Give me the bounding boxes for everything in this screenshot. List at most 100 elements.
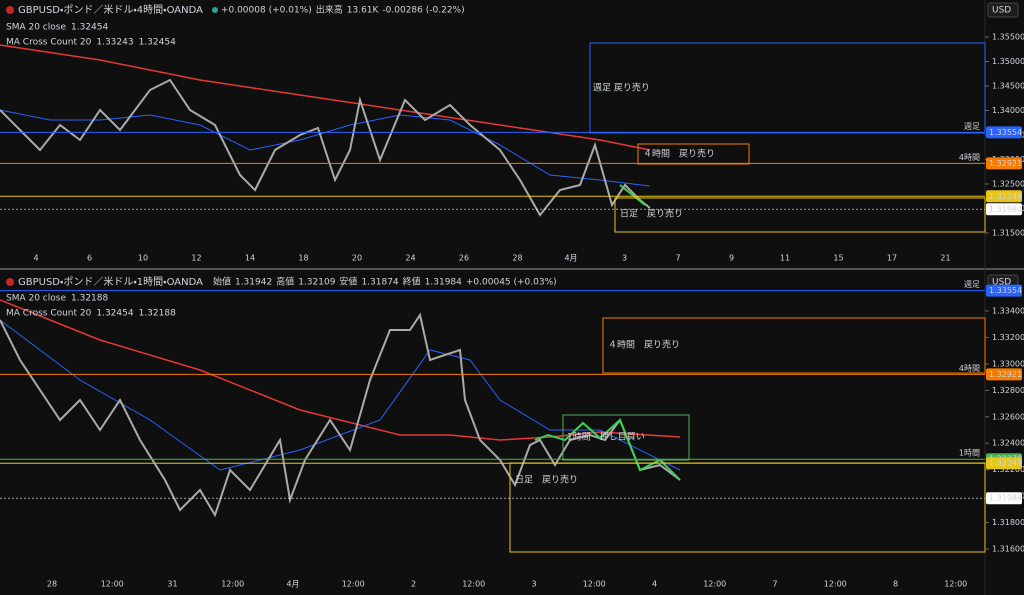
indicator-value: 1.32188 [71, 294, 108, 304]
y-tick-label: 1.31600 [992, 545, 1024, 554]
y-tick-label: 1.33400 [992, 307, 1024, 316]
price-tag [986, 368, 1022, 381]
x-tick-label: 8 [893, 580, 898, 589]
price-tag-label: 1.32249 [989, 459, 1022, 468]
h4-zone [602, 317, 986, 374]
symbol-icon [6, 6, 14, 14]
symbol-title: GBPUSD・ポンド／米ドル・1時間・OANDA [18, 275, 203, 288]
y-tick-label: 1.32200 [992, 465, 1024, 474]
x-tick-label: 26 [459, 254, 469, 263]
y-tick-label: 1.33200 [992, 333, 1024, 342]
price-tag-label: 1.31984 [989, 205, 1022, 214]
currency-label: USD [992, 6, 1011, 16]
ohlc-value: 1.31874 [361, 278, 398, 288]
x-tick-label: 31 [167, 580, 177, 589]
symbol-icon [6, 278, 14, 286]
volume-label: 出来高 [316, 4, 343, 16]
price-tag [986, 457, 1022, 470]
price-tag [986, 157, 1022, 170]
status-dot [211, 7, 218, 13]
ohlc-label: 始値 [213, 276, 231, 288]
ohlc-value: 1.31984 [425, 278, 462, 288]
y-tick-label: 1.31500 [992, 229, 1024, 238]
x-tick-label: 20 [352, 254, 362, 263]
daily-zone [614, 197, 986, 233]
x-tick-label: 4 [652, 580, 657, 589]
y-tick-label: 1.32400 [992, 439, 1024, 448]
weekly-zone [589, 42, 986, 134]
y-tick-label: 1.32800 [992, 386, 1024, 395]
price-tag [986, 190, 1022, 203]
price-line [0, 78, 651, 217]
x-tick-label: 4 [33, 254, 38, 263]
x-tick-label: 17 [887, 254, 897, 263]
currency-label: USD [992, 278, 1011, 288]
h1-zone [562, 414, 690, 461]
level-label: 週足 [964, 121, 980, 131]
price-tag [986, 492, 1022, 505]
x-tick-label: 18 [298, 254, 308, 263]
x-tick-label: 12:00 [221, 580, 244, 589]
price-tag-label: 1.32921 [989, 370, 1022, 379]
x-tick-label: 14 [245, 254, 255, 263]
indicator-value: 1.32454 [96, 309, 133, 319]
x-tick-label: 4月 [564, 254, 577, 263]
indicator-name: MA Cross Count 20 [6, 309, 92, 319]
x-tick-label: 12:00 [342, 580, 365, 589]
symbol-title: GBPUSD・ポンド／米ドル・4時間・OANDA [18, 3, 203, 16]
x-tick-label: 12:00 [703, 580, 726, 589]
h4-zone [637, 143, 750, 165]
annotation: ４時間 戻り売り [643, 148, 715, 160]
annotation: 1時間 押し目買い [567, 431, 645, 443]
x-tick-label: 12 [191, 254, 201, 263]
currency-button[interactable] [987, 2, 1019, 18]
change: +0.00008 (+0.01%) [221, 6, 312, 16]
price-line [0, 312, 681, 518]
x-tick-label: 12:00 [824, 580, 847, 589]
ma-line [0, 44, 651, 151]
price-tag-label: 1.33554 [989, 128, 1022, 137]
ohlc-label: 安値 [339, 276, 357, 288]
level-label: 1時間 [959, 449, 980, 458]
x-tick-label: 21 [940, 254, 950, 263]
y-tick-label: 1.32600 [992, 412, 1024, 421]
x-tick-label: 28 [512, 254, 522, 263]
ma-line [0, 299, 681, 441]
y-tick-label: 1.32500 [992, 180, 1024, 189]
price-tag [986, 126, 1022, 139]
indicator-value: 1.32454 [71, 23, 108, 33]
volume-change: -0.00286 (-0.22%) [382, 6, 464, 16]
x-tick-label: 24 [405, 254, 415, 263]
x-tick-label: 7 [772, 580, 777, 589]
price-tag-label: 1.31984 [989, 494, 1022, 503]
x-tick-label: 9 [729, 254, 734, 263]
x-tick-label: 2 [411, 580, 416, 589]
ohlc-value: 1.32109 [298, 278, 335, 288]
sma-line [0, 319, 681, 471]
indicator-value: 1.32188 [139, 309, 176, 319]
x-tick-label: 12:00 [462, 580, 485, 589]
y-tick-label: 1.34500 [992, 82, 1024, 91]
y-tick-label: 1.34000 [992, 106, 1024, 115]
y-tick-label: 1.33000 [992, 359, 1024, 368]
x-tick-label: 15 [833, 254, 843, 263]
annotation: 週足 戻り売り [593, 82, 650, 94]
y-tick-label: 1.35000 [992, 57, 1024, 66]
indicator-value: 1.32454 [139, 38, 176, 48]
level-label: 4時間 [959, 153, 980, 162]
indicator-name: SMA 20 close [6, 23, 66, 33]
x-tick-label: 10 [138, 254, 148, 263]
annotation: 日足 戻り売り [620, 208, 683, 220]
x-tick-label: 12:00 [101, 580, 124, 589]
y-tick-label: 1.31800 [992, 518, 1024, 527]
x-tick-label: 7 [675, 254, 680, 263]
indicator-name: MA Cross Count 20 [6, 38, 92, 48]
ohlc-value: 1.31942 [235, 278, 272, 288]
x-tick-label: 3 [531, 580, 536, 589]
volume: 13.61K [347, 6, 380, 16]
price-tag-label: 1.32921 [989, 159, 1022, 168]
level-label: 4時間 [959, 364, 980, 373]
